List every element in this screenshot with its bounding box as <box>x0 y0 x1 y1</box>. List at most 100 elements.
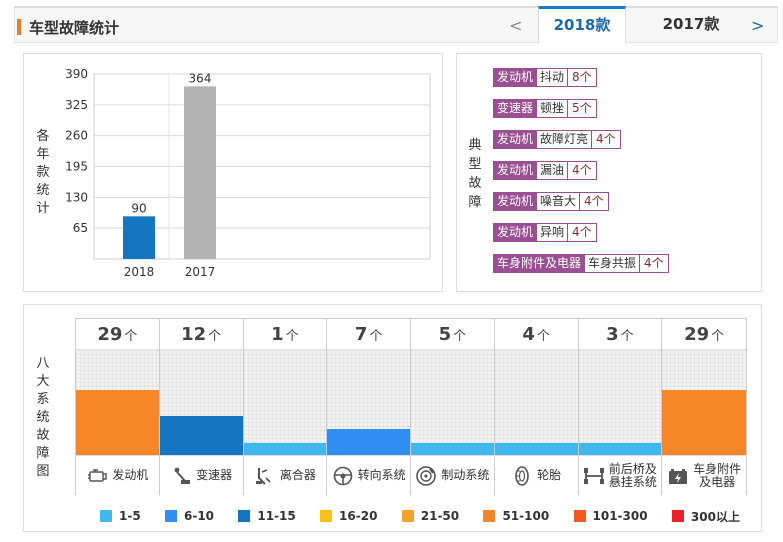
legend-item: 21-50 <box>401 508 460 524</box>
system-column[interactable]: 29 个发动机 <box>76 319 160 495</box>
y-tick-label: 390 <box>65 67 88 81</box>
system-name-cell: 发动机 <box>76 455 159 495</box>
label-char: 八 <box>36 356 50 371</box>
fault-count-tag: 5个 <box>568 99 597 118</box>
system-column[interactable]: 3 个前后桥及 悬挂系统 <box>578 319 663 495</box>
system-fault-bar <box>327 428 410 455</box>
brake-disc-icon <box>415 465 437 487</box>
system-name: 转向系统 <box>357 468 406 482</box>
system-fault-bar <box>494 443 578 455</box>
legend-swatch <box>483 510 496 522</box>
prev-arrow-icon[interactable]: < <box>509 16 523 35</box>
fault-stats-header: 车型故障统计 < 2018款 2017款 > <box>14 6 778 43</box>
section-title: 车型故障统计 <box>29 19 120 37</box>
system-name: 车身附件 及电器 <box>693 461 742 489</box>
system-bar-area <box>327 350 410 455</box>
bar-2017 <box>184 86 216 259</box>
system-fault-count: 29 个 <box>76 319 159 350</box>
label-char: 年 <box>36 147 50 162</box>
fault-system-tag: 车身附件及电器 <box>493 254 586 273</box>
fault-tag-row[interactable]: 发动机 漏油 4个 <box>493 161 597 180</box>
system-bar-area <box>411 350 494 455</box>
system-fault-bar <box>662 389 746 455</box>
clutch-pedal-icon <box>254 465 276 487</box>
label-char: 典 <box>468 138 482 153</box>
system-column[interactable]: 1 个离合器 <box>243 319 328 495</box>
system-column[interactable]: 4 个轮胎 <box>494 319 579 495</box>
gear-shift-icon <box>170 465 192 487</box>
fault-system-tag: 发动机 <box>493 68 538 87</box>
fault-tag-row[interactable]: 发动机 抖动 8个 <box>493 68 597 87</box>
count-unit: 个 <box>285 329 299 344</box>
legend-item: 6-10 <box>165 508 214 524</box>
legend-label: 21-50 <box>420 509 460 523</box>
system-fault-bar <box>159 416 243 455</box>
legend-swatch <box>238 510 251 522</box>
system-name-cell: 前后桥及 悬挂系统 <box>578 455 662 495</box>
next-arrow-icon[interactable]: > <box>751 16 765 35</box>
system-column[interactable]: 29 个车身附件 及电器 <box>662 319 746 495</box>
label-char: 统 <box>36 183 50 198</box>
fault-issue-tag: 噪音大 <box>537 192 581 211</box>
y-tick-label: 260 <box>65 129 88 143</box>
system-column[interactable]: 5 个制动系统 <box>411 319 495 495</box>
label-char: 型 <box>468 157 482 172</box>
y-tick-label: 195 <box>65 160 88 174</box>
year-stats-label: 各年款统计 <box>36 128 50 218</box>
legend-label: 1-5 <box>119 509 141 523</box>
count-unit: 个 <box>369 329 383 344</box>
system-name: 发动机 <box>112 468 149 482</box>
fault-count-tag: 4个 <box>568 161 597 180</box>
legend-swatch <box>671 510 684 522</box>
fault-tag-row[interactable]: 车身附件及电器 车身共振 4个 <box>493 254 669 273</box>
tab-2018[interactable]: 2018款 <box>538 6 626 43</box>
system-fault-count: 12 个 <box>159 319 243 350</box>
fault-issue-tag: 车身共振 <box>585 254 641 273</box>
legend-item: 300以上 <box>671 508 740 524</box>
fault-tag-row[interactable]: 发动机 噪音大 4个 <box>493 192 609 211</box>
count-number: 29 <box>97 324 123 345</box>
fault-issue-tag: 顿挫 <box>537 99 569 118</box>
bar-2018 <box>123 216 155 259</box>
label-char: 障 <box>468 195 482 210</box>
legend-swatch <box>320 510 333 522</box>
count-unit: 个 <box>124 329 138 344</box>
system-column[interactable]: 7 个转向系统 <box>327 319 411 495</box>
count-unit: 个 <box>711 329 725 344</box>
system-name: 制动系统 <box>441 468 490 482</box>
system-bar-area <box>159 350 243 455</box>
severity-legend: 1-5 6-10 11-15 16-20 21-50 51-100 101-300 300以上 <box>100 508 740 524</box>
system-name-cell: 变速器 <box>159 455 243 495</box>
system-fault-bar <box>243 443 327 455</box>
label-char: 故 <box>468 176 482 191</box>
system-name-cell: 转向系统 <box>327 455 410 495</box>
bar-value-label: 364 <box>189 71 212 85</box>
x-tick-label: 2017 <box>185 265 216 279</box>
legend-item: 16-20 <box>320 508 377 524</box>
system-column[interactable]: 12 个变速器 <box>159 319 244 495</box>
fault-tag-row[interactable]: 发动机 故障灯亮 4个 <box>493 130 621 149</box>
suspension-icon <box>583 465 605 487</box>
x-tick-label: 2018 <box>124 265 155 279</box>
tire-icon <box>511 465 533 487</box>
legend-item: 51-100 <box>483 508 549 524</box>
system-name: 离合器 <box>279 468 316 482</box>
legend-swatch <box>165 510 177 522</box>
steering-wheel-icon <box>332 465 354 487</box>
system-fault-bar <box>76 389 159 455</box>
legend-label: 300以上 <box>690 509 740 524</box>
fault-tag-row[interactable]: 发动机 异响 4个 <box>493 223 597 242</box>
tab-2017[interactable]: 2017款 <box>662 15 720 33</box>
system-bar-area <box>578 350 662 455</box>
systems-fault-grid: 29 个发动机 12 个变速器 1 个离合器 7 个转向系统 5 个制动系统 4 个轮胎 3 个前后桥及 … <box>75 318 747 495</box>
fault-tag-row[interactable]: 变速器 顿挫 5个 <box>493 99 597 118</box>
system-fault-count: 29 个 <box>662 319 746 350</box>
legend-item: 1-5 <box>100 508 141 524</box>
legend-swatch <box>401 510 414 522</box>
legend-label: 16-20 <box>339 509 378 523</box>
system-name: 轮胎 <box>537 468 562 482</box>
system-name-cell: 车身附件 及电器 <box>662 455 746 495</box>
y-tick-label: 325 <box>65 98 88 112</box>
